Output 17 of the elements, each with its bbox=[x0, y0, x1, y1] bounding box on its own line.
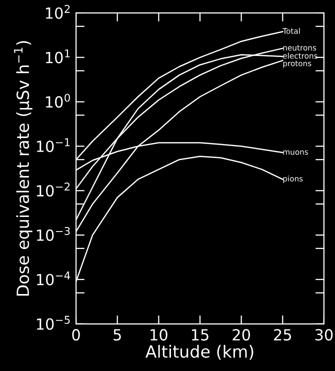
y-tick-label: 10$^{−4}$ bbox=[36, 272, 70, 286]
y-tick-label: 10$^{−1}$ bbox=[36, 138, 70, 152]
y-axis-title: Dose equivalent rate (μSv h$^{−1}$) bbox=[14, 41, 32, 296]
y-tick-label: 10$^{−2}$ bbox=[36, 182, 70, 197]
x-tick-label: 15 bbox=[192, 329, 208, 341]
y-tick-label: 10$^{2}$ bbox=[46, 4, 70, 19]
x-tick-label: 30 bbox=[315, 329, 333, 341]
x-tick-label: 20 bbox=[232, 329, 250, 341]
y-tick-label: 10$^{1}$ bbox=[46, 49, 70, 64]
x-tick-label: 5 bbox=[114, 329, 121, 341]
y-tick-label: 10$^{−3}$ bbox=[36, 226, 70, 241]
x-tick-label: 10 bbox=[150, 329, 168, 341]
x-tick-label: 25 bbox=[274, 329, 292, 341]
y-tick-label: 10$^{−5}$ bbox=[36, 316, 70, 330]
x-axis-title: Altitude (km) bbox=[145, 344, 254, 360]
x-tick-label: 0 bbox=[72, 329, 80, 341]
y-tick-label: 10$^{0}$ bbox=[46, 94, 70, 108]
